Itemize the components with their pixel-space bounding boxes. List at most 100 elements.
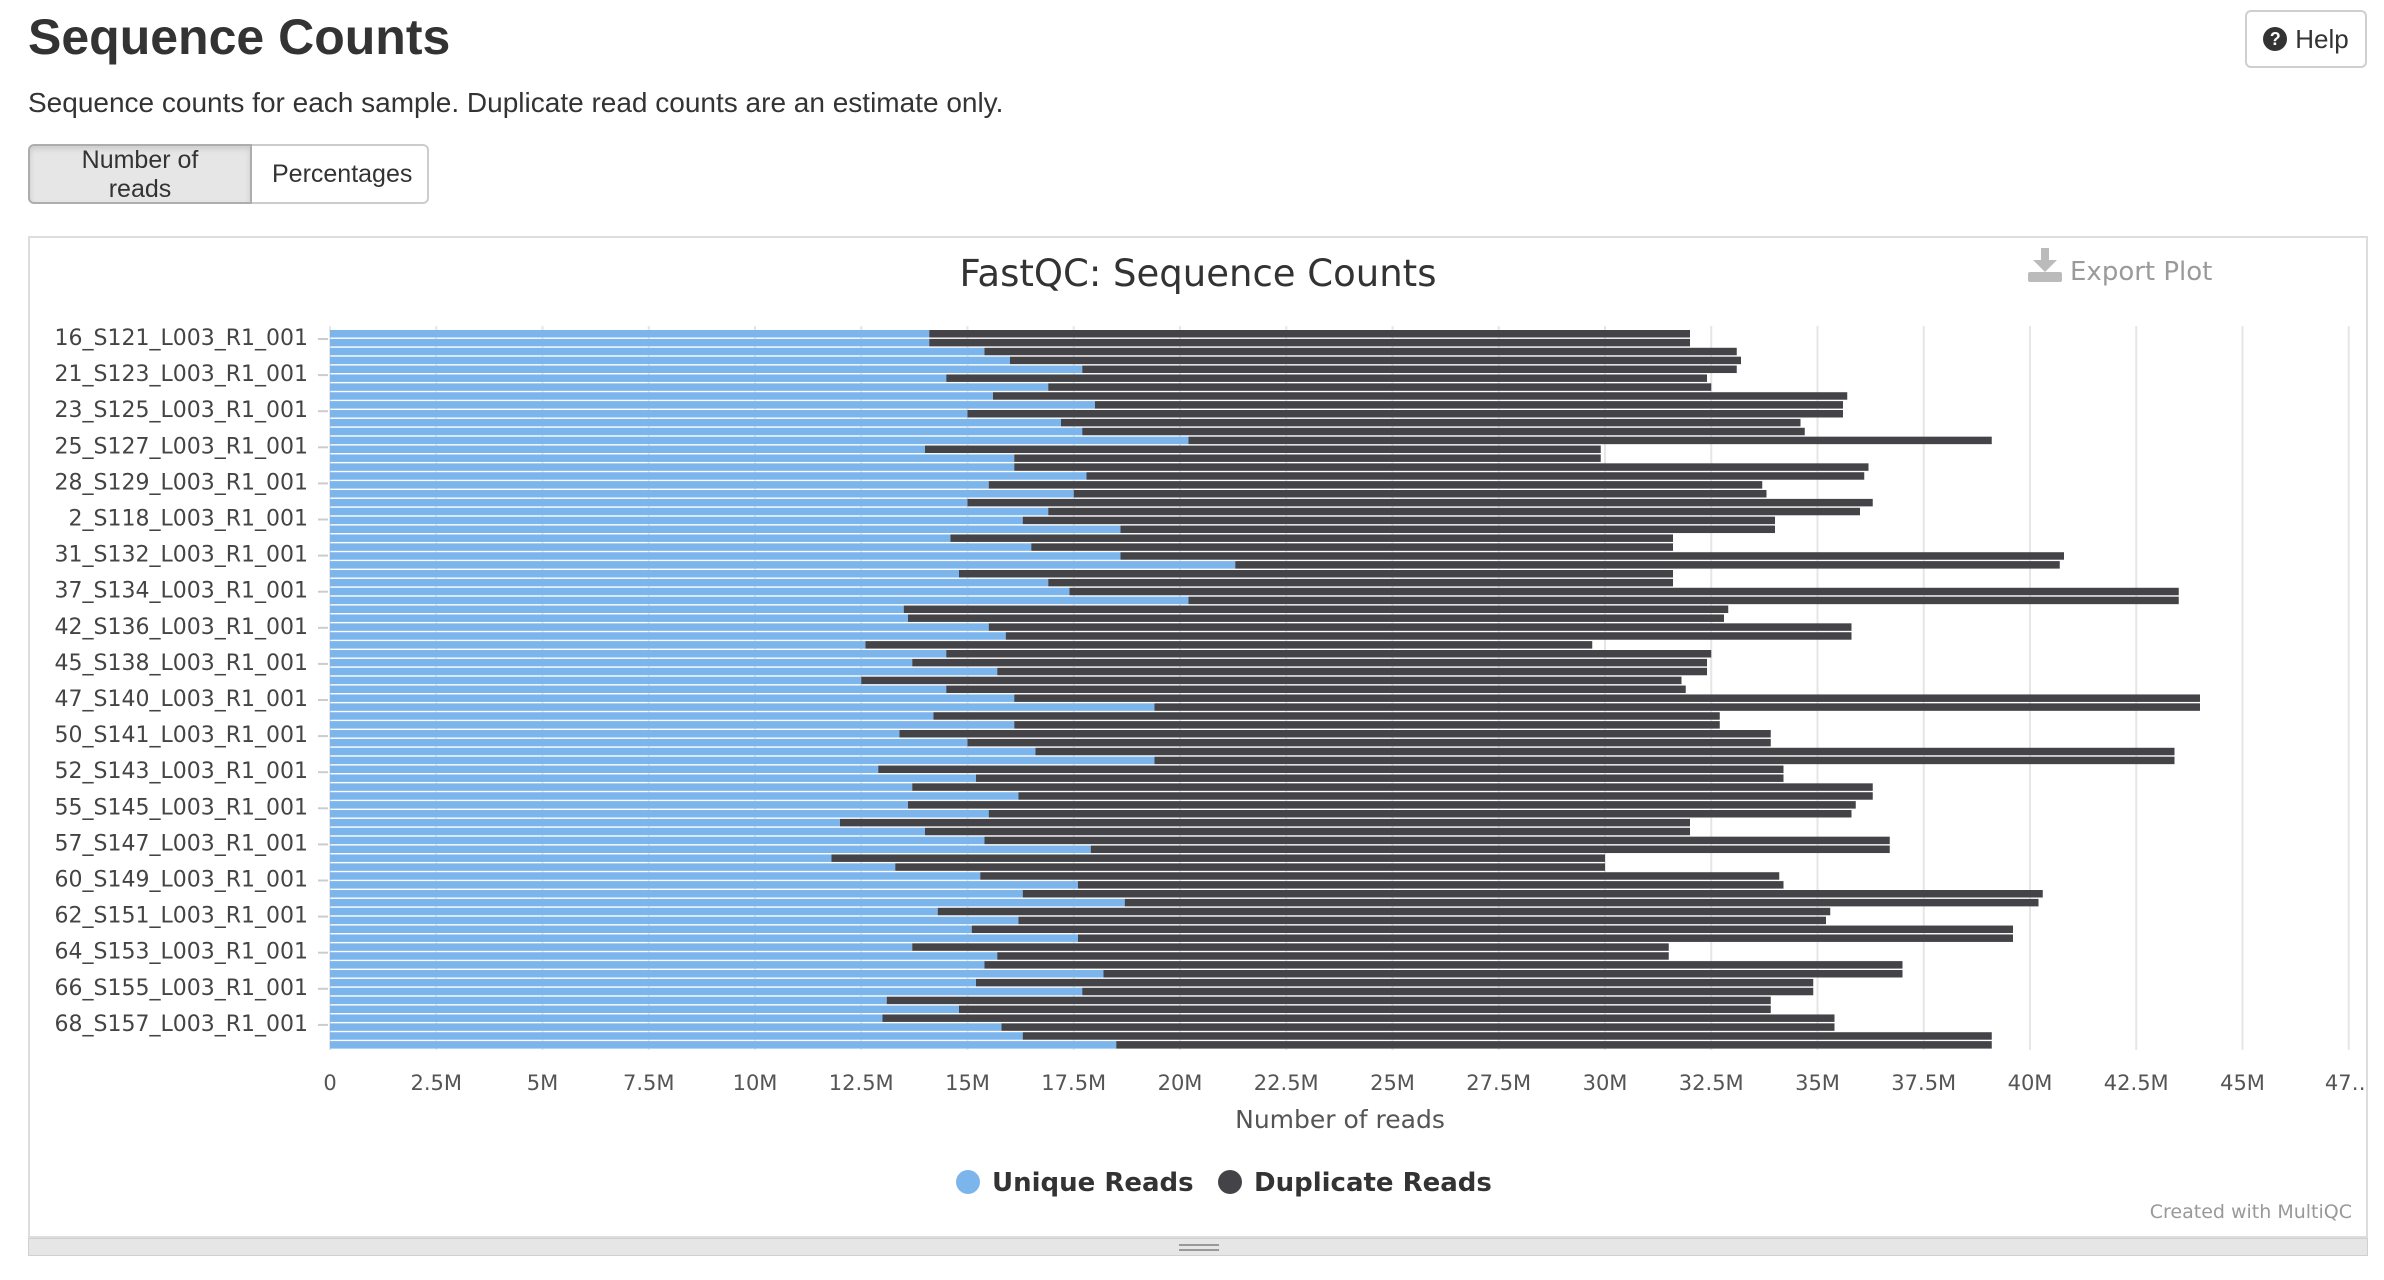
bar-unique-reads[interactable] xyxy=(330,827,925,836)
bar-unique-reads[interactable] xyxy=(330,427,1083,436)
bar-duplicate-reads[interactable] xyxy=(903,605,1729,614)
bar-unique-reads[interactable] xyxy=(330,534,951,542)
bar-duplicate-reads[interactable] xyxy=(997,952,1669,960)
bar-unique-reads[interactable] xyxy=(330,667,998,676)
bar-unique-reads[interactable] xyxy=(330,1032,1023,1040)
bar-unique-reads[interactable] xyxy=(330,650,947,658)
bar-duplicate-reads[interactable] xyxy=(899,730,1771,738)
bar-duplicate-reads[interactable] xyxy=(1188,436,1992,445)
bar-unique-reads[interactable] xyxy=(330,872,981,880)
bar-duplicate-reads[interactable] xyxy=(1035,747,2175,756)
bar-unique-reads[interactable] xyxy=(330,507,1049,516)
bar-unique-reads[interactable] xyxy=(330,498,968,507)
bar-unique-reads[interactable] xyxy=(330,747,1036,756)
bar-duplicate-reads[interactable] xyxy=(908,801,1856,809)
bar-unique-reads[interactable] xyxy=(330,605,904,614)
bar-unique-reads[interactable] xyxy=(330,952,998,960)
bar-duplicate-reads[interactable] xyxy=(929,338,1690,347)
bar-duplicate-reads[interactable] xyxy=(984,836,1890,845)
bar-duplicate-reads[interactable] xyxy=(882,1014,1835,1022)
bar-unique-reads[interactable] xyxy=(330,516,1023,525)
bar-duplicate-reads[interactable] xyxy=(950,534,1674,542)
bar-unique-reads[interactable] xyxy=(330,1023,1002,1031)
bar-unique-reads[interactable] xyxy=(330,490,1074,498)
bar-duplicate-reads[interactable] xyxy=(1095,401,1843,409)
bar-duplicate-reads[interactable] xyxy=(1048,507,1860,516)
bar-unique-reads[interactable] xyxy=(330,632,1006,640)
number-of-reads-button[interactable]: Number of reads xyxy=(28,144,252,204)
bar-unique-reads[interactable] xyxy=(330,596,1189,605)
bar-unique-reads[interactable] xyxy=(330,996,887,1005)
bar-unique-reads[interactable] xyxy=(330,987,1083,996)
bar-unique-reads[interactable] xyxy=(330,418,1061,427)
bar-duplicate-reads[interactable] xyxy=(912,658,1707,667)
bar-unique-reads[interactable] xyxy=(330,845,1091,854)
bar-unique-reads[interactable] xyxy=(330,365,1083,374)
bar-duplicate-reads[interactable] xyxy=(925,827,1690,836)
bar-unique-reads[interactable] xyxy=(330,810,989,818)
bar-duplicate-reads[interactable] xyxy=(976,978,1814,987)
bar-unique-reads[interactable] xyxy=(330,570,959,578)
bar-unique-reads[interactable] xyxy=(330,552,1121,560)
bar-unique-reads[interactable] xyxy=(330,543,1032,551)
bar-unique-reads[interactable] xyxy=(330,561,1236,569)
bar-unique-reads[interactable] xyxy=(330,792,1019,800)
bar-unique-reads[interactable] xyxy=(330,525,1121,534)
bar-duplicate-reads[interactable] xyxy=(1235,561,2060,569)
bar-duplicate-reads[interactable] xyxy=(1014,694,2200,702)
bar-duplicate-reads[interactable] xyxy=(980,872,1780,880)
bar-unique-reads[interactable] xyxy=(330,383,1049,391)
bar-unique-reads[interactable] xyxy=(330,614,908,622)
bar-duplicate-reads[interactable] xyxy=(937,907,1831,916)
bar-unique-reads[interactable] xyxy=(330,392,993,400)
bar-unique-reads[interactable] xyxy=(330,401,1095,409)
help-button[interactable]: ? Help xyxy=(2245,10,2367,68)
bar-unique-reads[interactable] xyxy=(330,472,1087,480)
bar-duplicate-reads[interactable] xyxy=(997,667,1707,676)
bar-unique-reads[interactable] xyxy=(330,463,1015,471)
bar-duplicate-reads[interactable] xyxy=(1014,454,1601,462)
bar-unique-reads[interactable] xyxy=(330,801,908,809)
bar-unique-reads[interactable] xyxy=(330,454,1015,462)
bar-unique-reads[interactable] xyxy=(330,765,879,774)
bar-duplicate-reads[interactable] xyxy=(984,961,1903,969)
bar-unique-reads[interactable] xyxy=(330,881,1078,889)
bar-duplicate-reads[interactable] xyxy=(946,685,1686,694)
bar-unique-reads[interactable] xyxy=(330,854,832,862)
bar-unique-reads[interactable] xyxy=(330,587,1070,596)
bar-duplicate-reads[interactable] xyxy=(1078,881,1784,889)
bar-unique-reads[interactable] xyxy=(330,623,989,631)
bar-duplicate-reads[interactable] xyxy=(1022,516,1775,525)
bar-duplicate-reads[interactable] xyxy=(861,676,1682,685)
bar-duplicate-reads[interactable] xyxy=(1124,898,2039,907)
bar-unique-reads[interactable] xyxy=(330,916,1019,925)
bar-unique-reads[interactable] xyxy=(330,890,1023,898)
bar-unique-reads[interactable] xyxy=(330,445,925,454)
bar-duplicate-reads[interactable] xyxy=(1082,987,1814,996)
bar-unique-reads[interactable] xyxy=(330,694,1015,702)
bar-duplicate-reads[interactable] xyxy=(1082,365,1737,374)
bar-unique-reads[interactable] xyxy=(330,685,947,694)
bar-duplicate-reads[interactable] xyxy=(988,481,1763,489)
bar-duplicate-reads[interactable] xyxy=(1031,543,1673,551)
bar-duplicate-reads[interactable] xyxy=(831,854,1606,862)
bar-duplicate-reads[interactable] xyxy=(929,330,1690,338)
bar-duplicate-reads[interactable] xyxy=(1048,383,1712,391)
bar-unique-reads[interactable] xyxy=(330,481,989,489)
bar-duplicate-reads[interactable] xyxy=(1018,916,1827,925)
bar-unique-reads[interactable] xyxy=(330,907,938,916)
bar-duplicate-reads[interactable] xyxy=(946,374,1707,382)
bar-duplicate-reads[interactable] xyxy=(984,347,1737,356)
bar-duplicate-reads[interactable] xyxy=(1154,703,2201,711)
bar-duplicate-reads[interactable] xyxy=(988,623,1852,631)
bar-unique-reads[interactable] xyxy=(330,641,866,649)
bar-unique-reads[interactable] xyxy=(330,712,934,720)
bar-unique-reads[interactable] xyxy=(330,863,896,871)
bar-duplicate-reads[interactable] xyxy=(967,738,1771,747)
bar-unique-reads[interactable] xyxy=(330,934,1078,942)
bar-duplicate-reads[interactable] xyxy=(946,650,1712,658)
bar-unique-reads[interactable] xyxy=(330,347,985,356)
bar-unique-reads[interactable] xyxy=(330,721,1015,729)
bar-duplicate-reads[interactable] xyxy=(840,818,1690,827)
bar-unique-reads[interactable] xyxy=(330,961,985,969)
